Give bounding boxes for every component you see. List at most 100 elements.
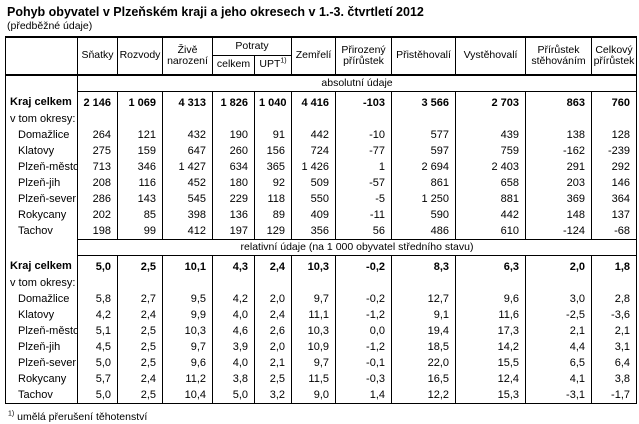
data-cell: 412: [162, 223, 213, 240]
data-cell: 156: [253, 143, 293, 159]
data-cell: [591, 112, 638, 127]
data-cell: 2,4: [253, 307, 293, 323]
row-label: Kraj celkem: [5, 255, 78, 276]
row-label: Plzeň-jih: [5, 175, 78, 191]
data-cell: [117, 276, 163, 291]
data-cell: 159: [117, 143, 163, 159]
data-cell: 4,2: [212, 291, 255, 307]
data-cell: [162, 276, 213, 291]
data-cell: -3,1: [525, 387, 593, 404]
band-spacer: [5, 75, 78, 92]
data-cell: 12,2: [391, 387, 457, 404]
data-cell: 346: [117, 159, 163, 175]
data-cell: -77: [335, 143, 393, 159]
data-cell: 1: [335, 159, 393, 175]
data-cell: 190: [212, 127, 255, 143]
data-cell: 577: [391, 127, 457, 143]
band-spacer: [5, 239, 78, 256]
table-row: Plzeň-město 713 346 1 427 634 365 1 426 1 2 694 2…: [5, 159, 638, 175]
data-cell: [77, 276, 118, 291]
row-label: Plzeň-sever: [5, 191, 78, 207]
data-cell: 15,3: [455, 387, 527, 404]
data-cell: 2,6: [253, 323, 293, 339]
data-cell: 3,8: [212, 371, 255, 387]
data-cell: 4,0: [212, 307, 255, 323]
data-cell: 5,0: [77, 387, 118, 404]
data-cell: 2 403: [455, 159, 527, 175]
data-cell: 9,5: [162, 291, 213, 307]
table-row: v tom okresy:: [5, 276, 638, 291]
data-cell: 4,5: [77, 339, 118, 355]
data-cell: -1,7: [591, 387, 638, 404]
data-cell: 1 069: [117, 91, 163, 112]
col-header-vystehovali: Vystěhovalí: [455, 36, 527, 76]
data-cell: -1,2: [335, 307, 393, 323]
data-cell: 713: [77, 159, 118, 175]
row-label: Plzeň-město: [5, 323, 78, 339]
col-header-prirustek-stehovanim: Přírůstek stěhováním: [525, 36, 593, 76]
data-cell: 264: [77, 127, 118, 143]
data-cell: -0,2: [335, 291, 393, 307]
table-row: Tachov 198 99 412 197 129 356 56 486 610 -124 -68: [5, 223, 638, 240]
data-cell: 724: [291, 143, 337, 159]
data-cell: [253, 276, 293, 291]
data-cell: 760: [591, 91, 638, 112]
data-cell: 137: [591, 207, 638, 223]
data-cell: 364: [591, 191, 638, 207]
data-cell: 12,4: [455, 371, 527, 387]
table-header: Sňatky Rozvody Živě narození Potraty Zem…: [5, 36, 638, 76]
data-cell: 138: [525, 127, 593, 143]
data-cell: 1 250: [391, 191, 457, 207]
table-row: Plzeň-město 5,1 2,5 10,3 4,6 2,6 10,3 0,0 19,4 17…: [5, 323, 638, 339]
data-cell: [455, 112, 527, 127]
data-cell: 442: [291, 127, 337, 143]
data-cell: 89: [253, 207, 293, 223]
footnote-text: umělá přerušení těhotenství: [17, 411, 148, 423]
data-cell: 0,0: [335, 323, 393, 339]
data-cell: 92: [253, 175, 293, 191]
data-cell: 2,5: [117, 387, 163, 404]
data-cell: 1,8: [591, 255, 638, 276]
page-subtitle: (předběžné údaje): [7, 20, 93, 32]
data-cell: 545: [162, 191, 213, 207]
data-cell: 15,5: [455, 355, 527, 371]
data-cell: 2 703: [455, 91, 527, 112]
data-cell: 2,4: [253, 255, 293, 276]
table-row: v tom okresy:: [5, 112, 638, 127]
data-cell: 19,4: [391, 323, 457, 339]
data-cell: 286: [77, 191, 118, 207]
data-cell: 2,4: [117, 307, 163, 323]
data-cell: 647: [162, 143, 213, 159]
data-cell: 2,1: [253, 355, 293, 371]
data-cell: 1 040: [253, 91, 293, 112]
data-cell: 881: [455, 191, 527, 207]
data-cell: [525, 112, 593, 127]
data-cell: 203: [525, 175, 593, 191]
data-cell: 4,1: [525, 371, 593, 387]
data-cell: 9,7: [291, 291, 337, 307]
row-label: Plzeň-sever: [5, 355, 78, 371]
data-cell: 4 416: [291, 91, 337, 112]
section-band-row: absolutní údaje: [5, 74, 638, 92]
col-header-snatky: Sňatky: [77, 36, 118, 76]
page-title: Pohyb obyvatel v Plzeňském kraji a jeho …: [7, 5, 424, 19]
data-cell: 1,4: [335, 387, 393, 404]
table-body: absolutní údaje Kraj celkem 2 146 1 069 4 31…: [5, 74, 638, 404]
upt-label: UPT: [259, 58, 281, 71]
data-cell: 148: [525, 207, 593, 223]
data-cell: 9,7: [291, 355, 337, 371]
col-header-potraty-celkem: celkem: [212, 55, 255, 76]
footnote: 1) umělá přerušení těhotenství: [8, 411, 639, 424]
data-cell: 3,1: [591, 339, 638, 355]
data-cell: [525, 276, 593, 291]
data-cell: 2 146: [77, 91, 118, 112]
data-cell: 17,3: [455, 323, 527, 339]
table-row: Rokycany 202 85 398 136 89 409 -11 590 442 148 137: [5, 207, 638, 223]
data-cell: [212, 112, 255, 127]
data-cell: 180: [212, 175, 255, 191]
data-cell: [77, 112, 118, 127]
table-row: Tachov 5,0 2,5 10,4 5,0 3,2 9,0 1,4 12,2 15,3 -3,1…: [5, 387, 638, 404]
data-cell: -11: [335, 207, 393, 223]
data-cell: 369: [525, 191, 593, 207]
data-cell: 597: [391, 143, 457, 159]
